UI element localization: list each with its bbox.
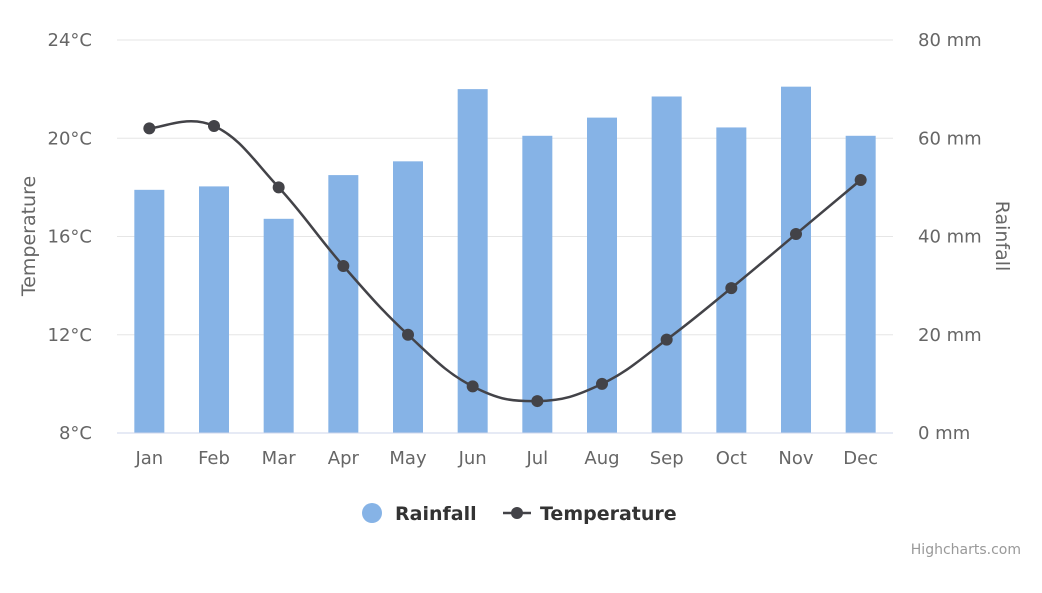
y-axis-left-labels: 8°C 12°C 16°C 20°C 24°C bbox=[48, 30, 92, 444]
legend-item-rainfall[interactable]: Rainfall bbox=[362, 503, 477, 525]
x-tick-label: Mar bbox=[262, 448, 297, 469]
x-tick-label: May bbox=[389, 448, 427, 469]
y-right-tick-label: 60 mm bbox=[918, 128, 982, 149]
y-left-tick-label: 24°C bbox=[48, 30, 92, 51]
x-tick-label: Jul bbox=[525, 448, 548, 469]
rainfall-bar[interactable] bbox=[651, 96, 682, 434]
y-axis-left-title: Temperature bbox=[18, 176, 40, 297]
x-axis-labels: Jan Feb Mar Apr May Jun Jul Aug Sep Oct Nov Dec bbox=[134, 448, 878, 469]
rainfall-bar[interactable] bbox=[457, 89, 488, 433]
y-right-tick-label: 80 mm bbox=[918, 30, 982, 51]
rainfall-bar[interactable] bbox=[134, 189, 165, 433]
rainfall-bar[interactable] bbox=[263, 218, 294, 433]
temperature-point[interactable] bbox=[854, 174, 867, 187]
temperature-point[interactable] bbox=[596, 377, 608, 390]
legend-temperature-label: Temperature bbox=[540, 503, 677, 525]
rainfall-bar[interactable] bbox=[522, 135, 553, 433]
rainfall-bar[interactable] bbox=[781, 86, 811, 433]
x-tick-label: Apr bbox=[328, 448, 360, 469]
y-left-tick-label: 12°C bbox=[48, 325, 92, 346]
rainfall-bar[interactable] bbox=[328, 175, 359, 433]
temperature-point[interactable] bbox=[337, 259, 350, 272]
x-tick-label: Sep bbox=[650, 448, 684, 469]
temperature-point[interactable] bbox=[272, 181, 285, 194]
x-tick-label: Nov bbox=[778, 448, 813, 469]
temperature-series-line bbox=[149, 120, 862, 403]
rainfall-bars bbox=[134, 86, 876, 434]
x-tick-label: Feb bbox=[198, 448, 230, 469]
x-tick-label: Dec bbox=[843, 448, 878, 469]
y-axis-right-labels: 0 mm 20 mm 40 mm 60 mm 80 mm bbox=[918, 30, 982, 444]
temperature-point[interactable] bbox=[660, 333, 673, 346]
rainfall-bar[interactable] bbox=[199, 186, 229, 433]
temperature-point[interactable] bbox=[208, 119, 220, 132]
legend-item-temperature[interactable]: Temperature bbox=[503, 503, 677, 525]
x-tick-label: Jan bbox=[134, 448, 163, 469]
y-left-tick-label: 20°C bbox=[48, 128, 92, 149]
legend-rainfall-label: Rainfall bbox=[395, 503, 477, 525]
temperature-point[interactable] bbox=[143, 122, 156, 135]
x-tick-label: Jun bbox=[458, 448, 487, 469]
legend-temperature-marker bbox=[511, 507, 523, 519]
y-left-tick-label: 8°C bbox=[59, 423, 92, 444]
credits-link[interactable]: Highcharts.com bbox=[911, 542, 1021, 558]
rainfall-bar[interactable] bbox=[393, 161, 423, 433]
legend: Rainfall Temperature bbox=[362, 503, 677, 525]
y-right-tick-label: 20 mm bbox=[918, 325, 982, 346]
y-right-tick-label: 40 mm bbox=[918, 227, 982, 248]
temperature-point[interactable] bbox=[402, 328, 414, 341]
temperature-line bbox=[143, 119, 867, 408]
y-left-tick-label: 16°C bbox=[48, 227, 92, 248]
temperature-point[interactable] bbox=[531, 395, 544, 408]
y-axis-right-title: Rainfall bbox=[991, 201, 1013, 272]
x-tick-label: Aug bbox=[584, 448, 619, 469]
legend-rainfall-symbol bbox=[362, 503, 382, 523]
temperature-point[interactable] bbox=[790, 228, 802, 241]
x-tick-label: Oct bbox=[716, 448, 747, 469]
gridlines bbox=[117, 39, 893, 336]
y-right-tick-label: 0 mm bbox=[918, 423, 970, 444]
temperature-point[interactable] bbox=[466, 380, 479, 393]
temperature-point[interactable] bbox=[725, 282, 738, 295]
